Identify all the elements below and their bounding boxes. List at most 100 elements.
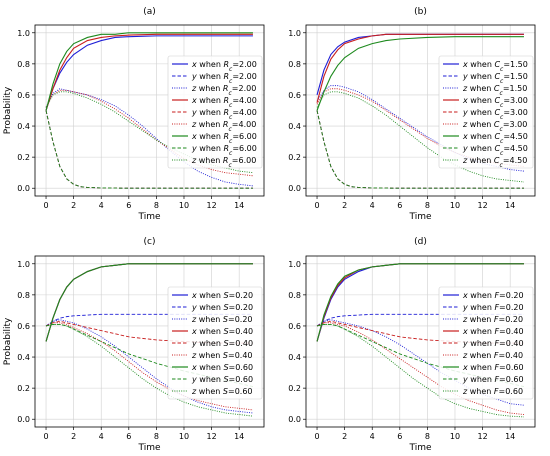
- x-tick-label: 10: [450, 201, 460, 210]
- series-line: [45, 88, 254, 187]
- legend-label: x when Rc=2.00: [191, 60, 257, 73]
- y-axis-label: Probability: [3, 317, 13, 365]
- y-tick-label: 0.4: [288, 353, 301, 362]
- y-tick-label: 0.6: [288, 322, 301, 331]
- x-tick-label: 12: [477, 432, 487, 441]
- legend-label: y when Cc=4.50: [462, 144, 528, 157]
- series-line: [45, 91, 254, 174]
- x-tick-label: 6: [397, 201, 402, 210]
- y-tick-label: 0.8: [288, 60, 301, 69]
- legend-label: z when Cc=3.00: [462, 120, 527, 133]
- plot-frame: [305, 255, 536, 428]
- y-tick-label: 0.4: [17, 122, 30, 131]
- x-tick-label: 2: [71, 201, 76, 210]
- x-tick-label: 12: [206, 201, 216, 210]
- x-tick-label: 10: [179, 432, 189, 441]
- legend-label: x when Rc=4.00: [191, 96, 257, 109]
- legend-label: y when Cc=3.00: [462, 108, 528, 121]
- chart-panel: (d) 0 2 4 6 8 10 12 14 0.0 0.2 0.4 0.6 0.8 1.0 Time x wh…: [288, 237, 536, 453]
- x-tick-label: 2: [342, 201, 347, 210]
- x-tick-label: 8: [154, 432, 159, 441]
- x-tick-label: 14: [234, 432, 244, 441]
- plot-frame: [34, 24, 265, 197]
- legend-label: z when F=0.20: [462, 315, 523, 324]
- x-tick-label: 4: [370, 432, 375, 441]
- x-tick-label: 2: [342, 432, 347, 441]
- x-tick-label: 14: [505, 201, 515, 210]
- legend-label: x when Rc=6.00: [191, 132, 257, 145]
- y-tick-label: 0.2: [288, 153, 301, 162]
- y-tick-label: 0.0: [17, 415, 30, 424]
- series-line: [316, 263, 524, 342]
- legend-label: x when S=0.40: [191, 327, 253, 336]
- legend-label: y when Cc=1.50: [462, 72, 528, 85]
- x-tick-label: 6: [397, 432, 402, 441]
- legend: [167, 286, 263, 400]
- legend-label: x when F=0.60: [462, 363, 524, 372]
- y-tick-label: 0.2: [17, 384, 30, 393]
- x-axis-label: Time: [137, 212, 160, 222]
- y-tick-label: 0.8: [17, 291, 30, 300]
- y-tick-label: 0.0: [288, 415, 301, 424]
- y-tick-label: 0.0: [17, 184, 30, 193]
- series-line: [45, 110, 253, 189]
- series-line: [316, 313, 524, 327]
- legend-label: y when F=0.60: [462, 375, 524, 384]
- chart-panel: (c) 0 2 4 6 8 10 12 14 0.0 0.2 0.4 0.6 0.8 1.0 Time Prob…: [3, 237, 265, 453]
- y-tick-label: 0.6: [17, 322, 30, 331]
- x-tick-label: 12: [477, 201, 487, 210]
- legend-label: z when Rc=2.00: [191, 84, 256, 97]
- plot-frame: [305, 24, 536, 197]
- series-line: [45, 89, 254, 177]
- y-tick-label: 0.8: [288, 291, 301, 300]
- legend: [167, 55, 263, 169]
- x-tick-label: 4: [99, 432, 104, 441]
- series-line: [45, 35, 253, 111]
- legend-label: x when S=0.60: [191, 363, 253, 372]
- y-tick-label: 0.6: [17, 91, 30, 100]
- y-tick-label: 0.2: [17, 153, 30, 162]
- x-tick-label: 12: [206, 432, 216, 441]
- y-tick-label: 1.0: [17, 260, 30, 269]
- y-tick-label: 0.6: [288, 91, 301, 100]
- x-axis-label: Time: [408, 212, 431, 222]
- x-tick-label: 8: [154, 201, 159, 210]
- x-tick-label: 6: [126, 201, 131, 210]
- x-tick-label: 6: [126, 432, 131, 441]
- legend-label: y when S=0.40: [191, 339, 253, 348]
- y-tick-label: 0.8: [17, 60, 30, 69]
- legend-label: z when S=0.20: [191, 315, 253, 324]
- x-tick-label: 4: [99, 201, 104, 210]
- legend-label: x when Cc=4.50: [462, 132, 528, 145]
- y-tick-label: 0.4: [17, 353, 30, 362]
- y-tick-label: 1.0: [17, 29, 30, 38]
- series-line: [316, 323, 524, 418]
- legend-label: z when Rc=4.00: [191, 120, 256, 133]
- series-line: [316, 323, 525, 388]
- series-line: [316, 36, 524, 111]
- x-tick-label: 0: [43, 201, 48, 210]
- series-line: [45, 313, 253, 327]
- y-tick-label: 1.0: [288, 29, 301, 38]
- x-tick-label: 14: [234, 201, 244, 210]
- series-line: [45, 33, 253, 111]
- y-tick-label: 0.2: [288, 384, 301, 393]
- legend-label: x when Cc=3.00: [462, 96, 528, 109]
- legend-label: y when S=0.60: [191, 375, 253, 384]
- y-axis-label: Probability: [3, 86, 13, 134]
- series-line: [45, 319, 254, 414]
- chart-panel: (a) 0 2 4 6 8 10 12 14 0.0 0.2 0.4 0.6 0.8 1.0 Time Prob…: [3, 7, 265, 222]
- panel-title: (c): [144, 237, 156, 247]
- legend-label: y when F=0.20: [462, 303, 524, 312]
- legend-label: y when F=0.40: [462, 339, 524, 348]
- panel-title: (d): [414, 237, 427, 247]
- legend-label: z when F=0.60: [462, 387, 523, 396]
- panel-title: (b): [414, 7, 427, 17]
- legend: [438, 286, 534, 400]
- x-tick-label: 0: [43, 432, 48, 441]
- legend-label: z when Rc=6.00: [191, 156, 256, 169]
- x-tick-label: 0: [314, 201, 319, 210]
- legend-label: x when Cc=1.50: [462, 60, 528, 73]
- legend-label: x when F=0.40: [462, 327, 524, 336]
